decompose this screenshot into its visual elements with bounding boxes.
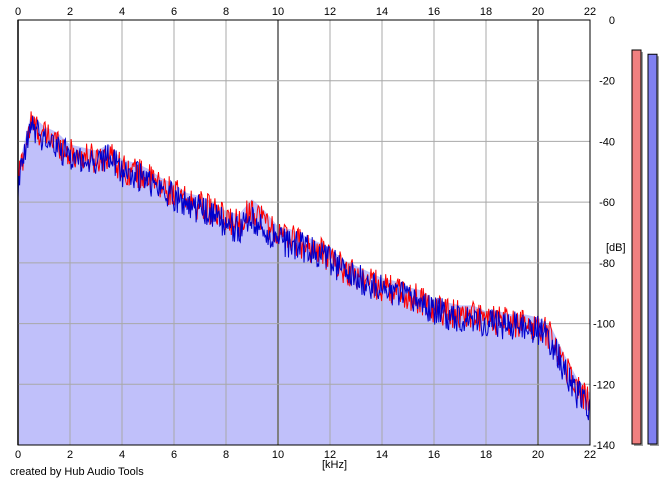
x-tick-label-bottom: 18 [480, 449, 492, 461]
x-tick-label-top: 14 [376, 6, 388, 18]
x-tick-label-bottom: 22 [584, 449, 596, 461]
credit-text: created by Hub Audio Tools [10, 466, 144, 478]
x-tick-label-top: 4 [119, 6, 125, 18]
spectrum-area [18, 114, 590, 445]
x-tick-label-bottom: 16 [428, 449, 440, 461]
x-tick-label-bottom: 6 [171, 449, 177, 461]
y-tick-label: -140 [593, 440, 615, 452]
x-tick-label-bottom: 2 [67, 449, 73, 461]
x-tick-label-top: 2 [67, 6, 73, 18]
x-axis-label: [kHz] [322, 459, 348, 471]
x-tick-label-top: 6 [171, 6, 177, 18]
y-tick-label: 0 [609, 15, 615, 27]
y-tick-label: -60 [599, 197, 615, 209]
x-tick-label-top: 18 [480, 6, 492, 18]
x-tick-label-top: 22 [584, 6, 596, 18]
y-tick-label: -100 [593, 319, 615, 331]
x-tick-label-bottom: 20 [532, 449, 544, 461]
x-tick-label-top: 10 [272, 6, 284, 18]
series-line-channel-2 [17, 115, 591, 421]
x-tick-label-bottom: 12 [324, 449, 336, 461]
y-axis-ticks: 0 -20 -40 -60 -80 -100 -120 -140 [593, 15, 615, 452]
x-tick-label-bottom: 10 [272, 449, 284, 461]
x-tick-label-bottom: 8 [223, 449, 229, 461]
x-tick-label-bottom: 14 [376, 449, 388, 461]
x-tick-label-top: 8 [223, 6, 229, 18]
y-tick-label: -20 [599, 76, 615, 88]
level-meter-2 [647, 53, 658, 445]
plot-frame [17, 19, 591, 446]
level-meters [631, 49, 659, 446]
x-tick-label-top: 0 [15, 6, 21, 18]
y-tick-label: -40 [599, 136, 615, 148]
y-axis-label: [dB] [606, 242, 626, 254]
x-tick-label-bottom: 4 [119, 449, 125, 461]
x-tick-label-top: 16 [428, 6, 440, 18]
y-tick-label: -120 [593, 379, 615, 391]
x-tick-label-top: 12 [324, 6, 336, 18]
x-tick-label-bottom: 0 [15, 449, 21, 461]
y-tick-label: -80 [599, 258, 615, 270]
x-tick-label-top: 20 [532, 6, 544, 18]
level-meter-1 [631, 49, 642, 445]
